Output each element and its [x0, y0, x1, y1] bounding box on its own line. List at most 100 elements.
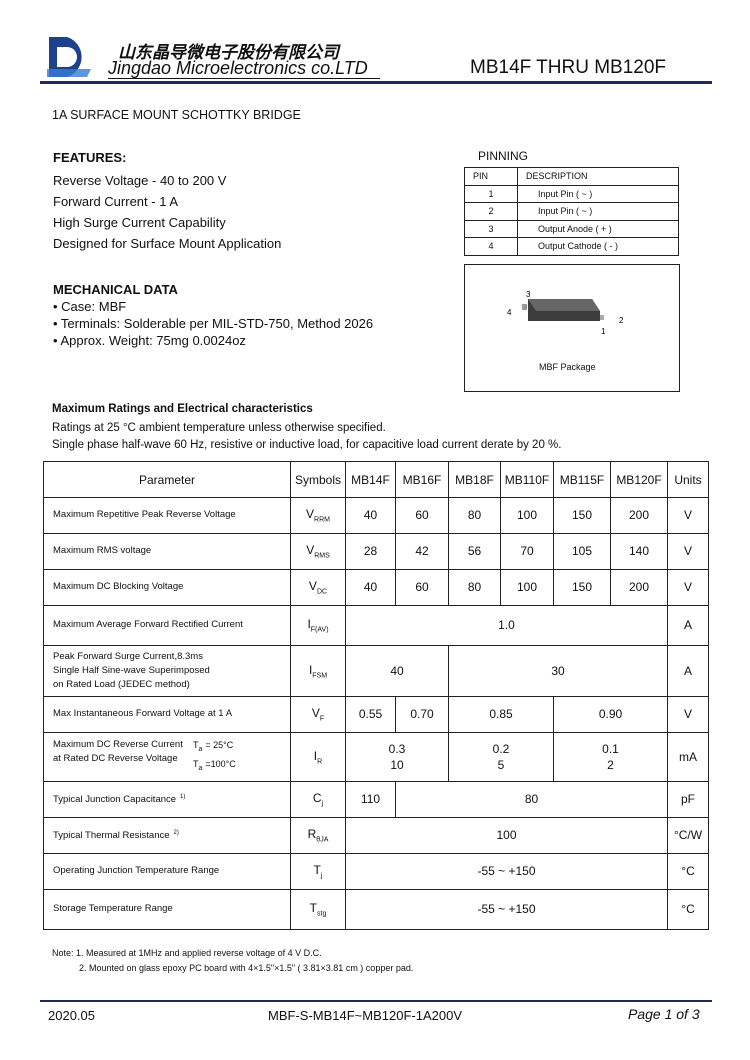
note-ref: 1) [180, 793, 186, 800]
value: 0.85 [489, 707, 513, 722]
symbol: IF(AV) [290, 605, 346, 646]
unit: °C/W [667, 817, 709, 854]
unit: °C [667, 853, 709, 890]
parameter-line: Maximum Repetitive Peak Reverse Voltage [53, 509, 236, 521]
symbol: Tj [290, 853, 346, 890]
footer-rule [40, 1000, 712, 1002]
symbol-main: V [311, 706, 320, 721]
value-cell: 110 [345, 781, 396, 818]
list-item: Designed for Surface Mount Application [53, 236, 282, 251]
ratings-table: Parameter Symbols MB14F MB16F MB18F MB110F MB1… [43, 461, 709, 930]
unit: A [667, 605, 709, 646]
symbol: Cj [290, 781, 346, 818]
note: 2. Mounted on glass epoxy PC board with … [79, 963, 414, 973]
value-cell: 150 [553, 497, 611, 534]
parameter-line: Typical Thermal Resistance 2) [53, 829, 179, 841]
value-cell: 200 [610, 569, 668, 606]
symbol-sub: F [319, 715, 325, 723]
condition-symbol: T [193, 759, 199, 769]
column-header: MB14F [345, 461, 396, 498]
value: 0.55 [358, 707, 383, 722]
parameter-line: Operating Junction Temperature Range [53, 865, 220, 877]
symbol-main: I [308, 662, 313, 677]
value: 28 [363, 544, 378, 559]
parameter-line: on Rated Load (JEDEC method) [53, 679, 190, 690]
logo [47, 37, 91, 77]
value: 0.3 [388, 741, 406, 756]
value: 0.1 [602, 741, 619, 756]
value: 40 [363, 508, 378, 523]
value-cell: 0.85 [448, 696, 554, 733]
symbol-sub: FSM [312, 671, 328, 679]
list-item: High Surge Current Capability [53, 215, 226, 230]
ratings-lines: Ratings at 25 °C ambient temperature unl… [52, 420, 561, 454]
value-cell: 0.55 [345, 696, 396, 733]
pin-row: 3 Output Anode ( + ) [464, 219, 679, 238]
value-cell: 70 [500, 533, 554, 570]
pin-label: 2 [619, 316, 624, 325]
list-item: Single phase half-wave 60 Hz, resistive … [52, 439, 562, 451]
value: 100 [516, 508, 538, 523]
value: 2 [607, 758, 614, 772]
part-range: MB14F THRU MB120F [470, 57, 667, 78]
parameter-line: Maximum RMS voltage [53, 545, 152, 557]
value: 30 [551, 663, 565, 678]
value-cell: 100 [500, 569, 554, 606]
symbol: IFSM [290, 645, 346, 697]
symbol-sub: θJA [316, 836, 329, 844]
symbol: Tstg [290, 889, 346, 930]
symbol-main: C [312, 791, 322, 806]
value: 80 [524, 792, 539, 807]
footer-code: MBF-S-MB14F~MB120F-1A200V [268, 1008, 462, 1023]
table-row: Typical Junction Capacitance 1) Cj 110 80 pF [43, 781, 709, 818]
condition: Ta = 25°C [193, 738, 236, 757]
package-drawing: 3 4 2 1 [507, 290, 624, 336]
value-cell: 80 [395, 781, 668, 818]
list-item: Ratings at 25 °C ambient temperature unl… [52, 422, 386, 434]
table-row: Max Instantaneous Forward Voltage at 1 A… [43, 696, 709, 733]
parameter-line: at Rated DC Reverse Voltage [53, 753, 178, 765]
unit: mA [667, 732, 709, 782]
parameter: Max Instantaneous Forward Voltage at 1 A [43, 696, 291, 733]
condition-symbol: T [193, 740, 199, 751]
value: 105 [571, 544, 593, 559]
pin-label: 1 [601, 327, 606, 336]
value-cell: -55 ~ +150 [345, 853, 668, 890]
parameter-wrap: Maximum DC Reverse Current at Rated DC Re… [53, 738, 290, 776]
parameter: Maximum RMS voltage [43, 533, 291, 570]
unit: V [667, 696, 709, 733]
list-item: Forward Current - 1 A [53, 194, 178, 209]
symbol-main: V [306, 507, 315, 522]
symbol-main: I [313, 748, 318, 763]
value-cell: 80 [448, 569, 501, 606]
symbol: VDC [290, 569, 346, 606]
parameter: Maximum DC Blocking Voltage [43, 569, 291, 606]
pin-header: PIN DESCRIPTION [464, 167, 679, 186]
table-row: Maximum DC Reverse Current at Rated DC Re… [43, 732, 709, 782]
list-item: • Terminals: Solderable per MIL-STD-750,… [53, 316, 374, 331]
value-cell: 150 [553, 569, 611, 606]
package-box [464, 264, 680, 392]
pin-cell: Input Pin ( ~ ) [517, 184, 679, 203]
note-ref: 2) [173, 829, 179, 836]
value-cell: 105 [553, 533, 611, 570]
value: 70 [520, 544, 534, 559]
mech-title: MECHANICAL DATA [53, 282, 178, 297]
pin-row: 4 Output Cathode ( - ) [464, 237, 679, 256]
value-cell: 1.0 [345, 605, 668, 646]
parameter-line: Single Half Sine-wave Superimposed [53, 665, 210, 676]
table-row: Operating Junction Temperature Range Tj -5… [43, 853, 709, 890]
symbol-sub: j [321, 800, 324, 808]
value-cell: 0.70 [395, 696, 449, 733]
value: 80 [467, 508, 482, 523]
symbol-main: V [308, 579, 317, 594]
symbol: IR [290, 732, 346, 782]
list-item: • Approx. Weight: 75mg 0.0024oz [53, 333, 246, 348]
value: 0.90 [598, 707, 623, 722]
value: 140 [628, 544, 650, 559]
table-row: Maximum RMS voltage VRMS 28 42 56 70 105 140 V [43, 533, 709, 570]
features-title: FEATURES: [53, 150, 127, 165]
pin-label: 3 [526, 290, 531, 299]
value: 150 [571, 508, 593, 523]
mechanical: • Case: MBF • Terminals: Solderable per M… [53, 298, 373, 349]
